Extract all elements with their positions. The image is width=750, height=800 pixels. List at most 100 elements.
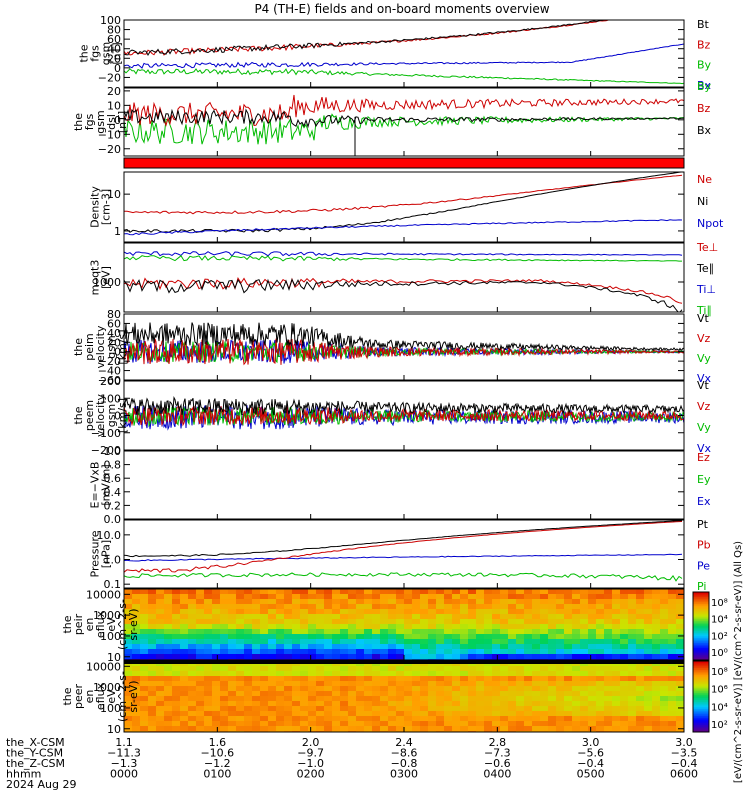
spec-cell — [668, 619, 677, 625]
spec-cell — [588, 649, 597, 655]
spec-cell — [148, 666, 157, 672]
spec-cell — [676, 639, 684, 645]
spec-cell — [612, 711, 621, 717]
spec-cell — [220, 726, 229, 732]
spec-cell — [356, 649, 365, 655]
spec-cell — [124, 711, 133, 717]
spec-cell — [652, 594, 661, 600]
y-axis-label: gsm — [100, 42, 113, 65]
colorbar-cell — [693, 602, 709, 605]
y-axis-label: [nPa] — [100, 540, 113, 568]
spec-cell — [348, 691, 357, 697]
axis-row-value: 1.1 — [115, 736, 133, 749]
ytick-label: −20 — [98, 355, 121, 368]
spec-cell — [372, 644, 381, 650]
spec-cell — [532, 609, 541, 615]
spec-cell — [212, 634, 221, 640]
spec-cell — [444, 589, 453, 595]
spec-cell — [148, 644, 157, 650]
spec-cell — [444, 676, 453, 682]
spec-cell — [212, 686, 221, 692]
series-Te-perp — [124, 277, 683, 304]
y-axis-label: en — [83, 690, 96, 704]
spec-cell — [220, 624, 229, 630]
spec-cell — [300, 589, 309, 595]
colorbar-cell — [693, 712, 709, 715]
spec-cell — [228, 594, 237, 600]
spec-cell — [244, 609, 253, 615]
colorbar-tick: 10⁴ — [711, 615, 728, 626]
spec-cell — [660, 676, 669, 682]
y-axis-label: [nT] — [111, 42, 124, 64]
spec-cell — [204, 701, 213, 707]
spec-cell — [324, 654, 333, 660]
spec-cell — [508, 589, 517, 595]
spec-cell — [132, 671, 141, 677]
spec-cell — [340, 721, 349, 727]
spec-cell — [148, 706, 157, 712]
spec-cell — [332, 614, 341, 620]
spec-cell — [676, 696, 684, 702]
spec-cell — [468, 609, 477, 615]
spec-cell — [340, 594, 349, 600]
axis-row-value: 3.0 — [675, 736, 693, 749]
spec-cell — [572, 604, 581, 610]
spec-cell — [340, 644, 349, 650]
spec-cell — [500, 614, 509, 620]
spec-cell — [244, 639, 253, 645]
spec-cell — [428, 609, 437, 615]
spec-cell — [476, 594, 485, 600]
axis-row-value: 2.8 — [489, 736, 507, 749]
spec-cell — [492, 634, 501, 640]
spec-cell — [140, 666, 149, 672]
spec-cell — [236, 726, 245, 732]
ytick-label: 0.6 — [104, 472, 122, 485]
colorbar-cell — [693, 705, 709, 708]
spec-cell — [484, 609, 493, 615]
spec-cell — [372, 614, 381, 620]
spec-cell — [172, 634, 181, 640]
spec-cell — [460, 676, 469, 682]
spec-cell — [676, 721, 684, 727]
spec-cell — [412, 696, 421, 702]
spec-cell — [364, 716, 373, 722]
spec-cell — [332, 594, 341, 600]
spec-cell — [580, 721, 589, 727]
spec-cell — [324, 671, 333, 677]
spec-cell — [316, 671, 325, 677]
spec-cell — [324, 696, 333, 702]
spec-cell — [404, 711, 413, 717]
spec-cell — [332, 681, 341, 687]
colorbar-tick: 10² — [711, 631, 728, 642]
spec-cell — [636, 711, 645, 717]
spec-cell — [564, 696, 573, 702]
spec-cell — [492, 644, 501, 650]
spec-cell — [636, 594, 645, 600]
spec-cell — [580, 654, 589, 660]
spec-cell — [628, 666, 637, 672]
spec-cell — [388, 721, 397, 727]
spec-cell — [540, 594, 549, 600]
ytick-label: 100 — [100, 702, 121, 715]
spec-cell — [348, 614, 357, 620]
spec-cell — [500, 644, 509, 650]
spec-cell — [324, 634, 333, 640]
spec-cell — [124, 721, 133, 727]
spec-cell — [236, 629, 245, 635]
spec-cell — [556, 644, 565, 650]
spec-cell — [252, 644, 261, 650]
spec-cell — [492, 711, 501, 717]
spec-cell — [244, 726, 253, 732]
spec-cell — [156, 594, 165, 600]
spec-cell — [148, 624, 157, 630]
spec-cell — [196, 706, 205, 712]
spec-cell — [556, 594, 565, 600]
spec-cell — [604, 716, 613, 722]
spec-cell — [364, 594, 373, 600]
spec-cell — [276, 701, 285, 707]
spec-cell — [180, 629, 189, 635]
colorbar-cell — [693, 664, 709, 667]
spec-cell — [364, 726, 373, 732]
